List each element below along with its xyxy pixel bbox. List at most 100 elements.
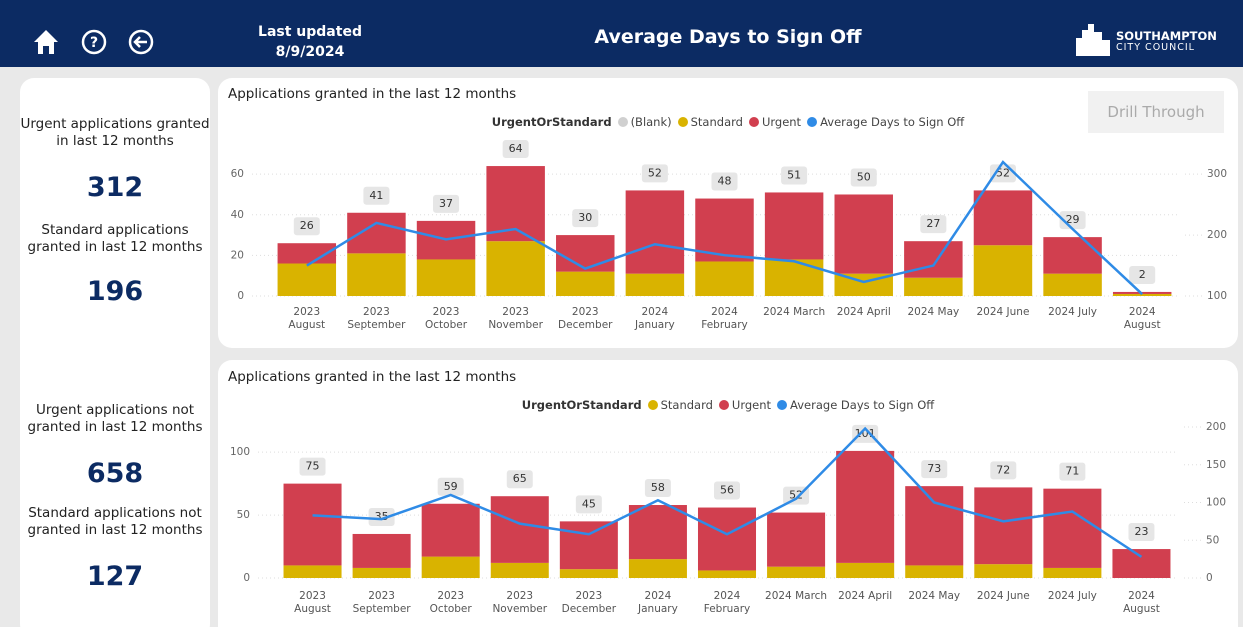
bar-segment bbox=[904, 277, 963, 296]
data-label-box bbox=[711, 172, 738, 191]
back-button[interactable] bbox=[128, 29, 154, 55]
bar-segment bbox=[486, 241, 545, 296]
y-tick-label: 50 bbox=[237, 509, 250, 521]
legend: UrgentOrStandard Standard Urgent Average Da… bbox=[218, 398, 1238, 412]
legend-label: Average Days to Sign Off bbox=[820, 115, 965, 129]
bar-segment bbox=[1043, 237, 1102, 274]
kpi-label: Standard applications not granted in las… bbox=[27, 505, 203, 538]
legend-swatch bbox=[718, 400, 729, 410]
bar-segment bbox=[834, 194, 893, 274]
x-tick-label: 2024 July bbox=[1048, 306, 1098, 318]
logo-line1: SOUTHAMPTON bbox=[1116, 29, 1217, 43]
legend-swatch bbox=[617, 117, 628, 127]
help-button[interactable]: ? bbox=[81, 29, 107, 55]
bar-segment bbox=[695, 261, 754, 296]
bar-segment bbox=[697, 507, 757, 571]
bar-segment bbox=[836, 562, 895, 578]
bar-segment bbox=[416, 259, 476, 296]
y2-tick-label: 200 bbox=[1207, 229, 1227, 241]
kpi-label: Urgent applications not granted in last … bbox=[27, 402, 203, 435]
nav-icons: ? bbox=[34, 29, 154, 55]
kpi-label: Urgent applications granted in last 12 m… bbox=[20, 116, 210, 149]
data-label-box bbox=[1129, 265, 1156, 284]
data-label-box bbox=[920, 215, 947, 234]
y2-tick-label: 0 bbox=[1206, 572, 1213, 584]
data-label: 65 bbox=[513, 472, 527, 485]
bar-segment bbox=[1043, 488, 1102, 568]
page-title: Average Days to Sign Off bbox=[594, 26, 862, 48]
bar-segment bbox=[556, 235, 615, 272]
y-tick-label: 0 bbox=[237, 290, 244, 302]
x-tick-label: 2024 March bbox=[765, 590, 828, 602]
data-label: 48 bbox=[718, 175, 732, 188]
x-tick-label: 2023 December bbox=[558, 306, 613, 331]
data-label: 41 bbox=[369, 189, 383, 202]
data-label-box bbox=[363, 186, 390, 205]
data-label: 50 bbox=[857, 170, 871, 183]
data-label: 26 bbox=[300, 219, 314, 232]
bar-segment bbox=[490, 496, 549, 563]
bar-segment bbox=[764, 259, 824, 296]
legend-label: Standard bbox=[690, 115, 743, 129]
bar-segment bbox=[277, 263, 337, 296]
data-label: 72 bbox=[996, 463, 1010, 476]
drill-through-button[interactable]: Drill Through bbox=[1088, 91, 1224, 133]
data-label: 23 bbox=[1134, 525, 1148, 538]
data-label: 52 bbox=[648, 166, 662, 179]
bar-segment bbox=[974, 564, 1033, 578]
x-tick-label: 2024 February bbox=[701, 306, 748, 331]
bar-segment bbox=[556, 271, 615, 296]
bar-segment bbox=[347, 212, 406, 254]
home-button[interactable] bbox=[34, 30, 58, 54]
legend-swatch bbox=[677, 117, 688, 127]
data-label-box bbox=[921, 460, 948, 479]
y-tick-label: 60 bbox=[231, 168, 244, 180]
x-tick-label: 2023 November bbox=[488, 306, 543, 331]
bar-segment bbox=[904, 241, 963, 278]
bar-segment bbox=[767, 566, 826, 578]
data-label: 64 bbox=[509, 142, 523, 155]
kpi-label: Standard applications granted in last 12… bbox=[27, 222, 203, 255]
data-label: 37 bbox=[439, 197, 453, 210]
data-label-box bbox=[781, 166, 808, 185]
bar-segment bbox=[764, 192, 824, 260]
data-label: 52 bbox=[789, 489, 803, 502]
bar-segment bbox=[697, 570, 757, 578]
data-label-box bbox=[641, 164, 668, 183]
data-label: 45 bbox=[582, 497, 596, 510]
data-label-box bbox=[299, 457, 326, 476]
data-label-box bbox=[1059, 211, 1086, 230]
x-tick-label: 2024 August bbox=[1123, 306, 1161, 331]
kpi-value: 658 bbox=[86, 458, 144, 489]
x-tick-label: 2024 June bbox=[976, 590, 1030, 602]
chart-title: Applications granted in the last 12 mont… bbox=[228, 369, 517, 385]
y2-tick-label: 150 bbox=[1206, 459, 1226, 471]
logo-icon bbox=[1076, 24, 1110, 56]
data-label: 27 bbox=[926, 217, 940, 230]
y-tick-label: 40 bbox=[231, 209, 244, 221]
bar-segment bbox=[1112, 293, 1172, 296]
data-label-box bbox=[502, 140, 529, 159]
x-tick-label: 2023 October bbox=[425, 306, 468, 331]
legend-title: UrgentOrStandard bbox=[521, 398, 642, 412]
last-updated-label: Last updated bbox=[258, 24, 362, 40]
data-label: 101 bbox=[855, 427, 876, 440]
legend-title: UrgentOrStandard bbox=[491, 115, 612, 129]
legend: UrgentOrStandard (Blank) Standard Urgent Ave… bbox=[218, 115, 1238, 129]
x-tick-label: 2024 March bbox=[763, 306, 826, 318]
bar-segment bbox=[1043, 567, 1102, 578]
x-tick-label: 2024 April bbox=[838, 590, 893, 602]
data-label-box bbox=[437, 477, 464, 496]
bar-segment bbox=[421, 503, 480, 557]
x-tick-label: 2024 June bbox=[976, 306, 1030, 318]
data-label-box bbox=[1128, 523, 1155, 542]
x-tick-label: 2023 August bbox=[294, 590, 331, 615]
svg-text:?: ? bbox=[90, 35, 98, 51]
bar-segment bbox=[628, 505, 687, 560]
logo-line2: CITY COUNCIL bbox=[1116, 42, 1195, 53]
x-tick-label: 2024 January bbox=[638, 590, 678, 615]
data-label: 56 bbox=[720, 484, 734, 497]
bar-segment bbox=[628, 559, 687, 578]
data-label-box bbox=[506, 470, 533, 489]
